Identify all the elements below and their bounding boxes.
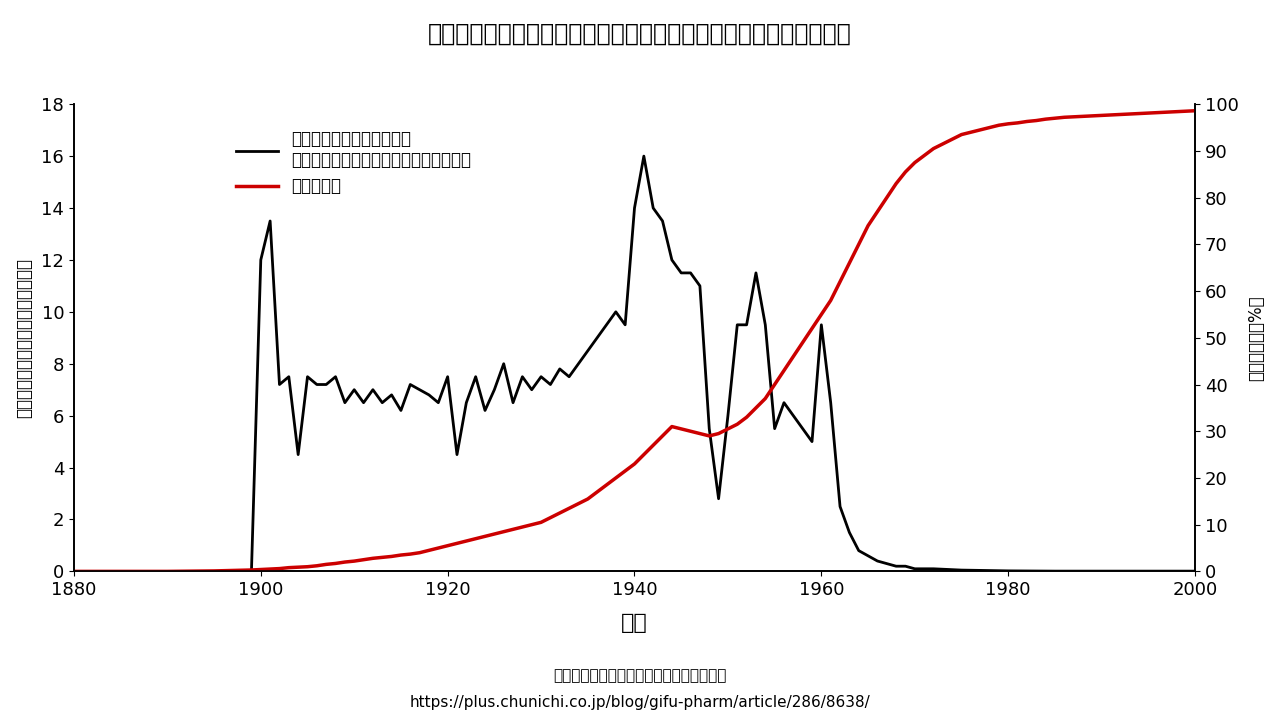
Y-axis label: 水系消化器系伝染病患者数（万人）: 水系消化器系伝染病患者数（万人） (15, 258, 33, 418)
Legend: 水系消化器系伝染病患者数
（コレラ、赤痢、チフス、パラチフス）, 水道普及率: 水系消化器系伝染病患者数 （コレラ、赤痢、チフス、パラチフス）, 水道普及率 (228, 122, 480, 204)
Text: わが国における水系消化器系伝染病患者数と水道普及率の年次推移: わが国における水系消化器系伝染病患者数と水道普及率の年次推移 (428, 22, 852, 45)
X-axis label: 年度: 年度 (621, 613, 648, 633)
Y-axis label: 水道普及率（%）: 水道普及率（%） (1247, 295, 1265, 381)
Text: 引用：中日新聞　あなたの健康に役立つ話: 引用：中日新聞 あなたの健康に役立つ話 (553, 668, 727, 683)
Text: https://plus.chunichi.co.jp/blog/gifu-pharm/article/286/8638/: https://plus.chunichi.co.jp/blog/gifu-ph… (410, 695, 870, 710)
